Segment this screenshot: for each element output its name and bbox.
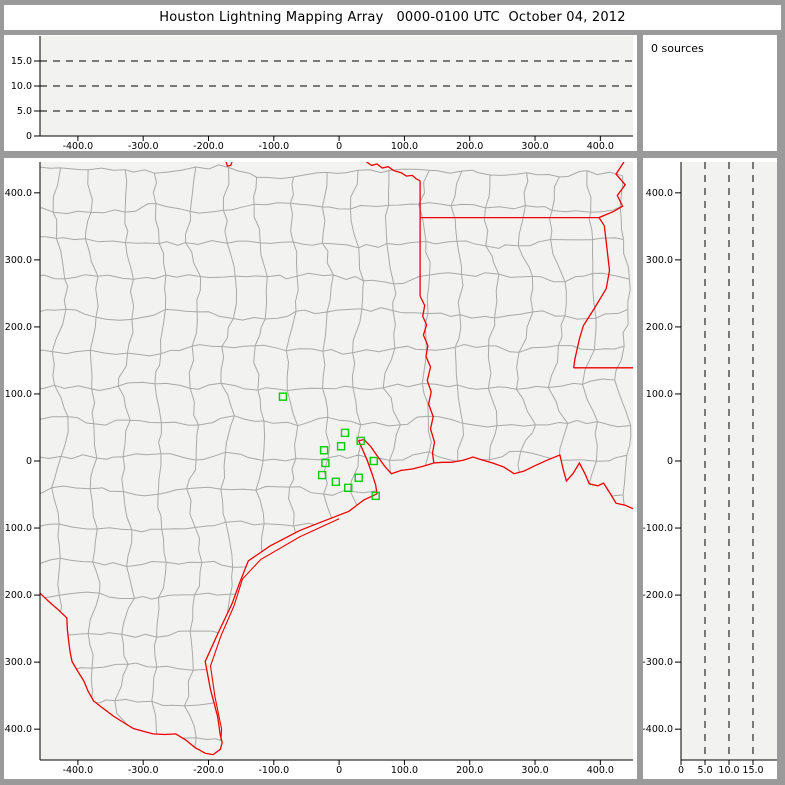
barrier-island	[209, 518, 340, 740]
svg-text:-100.0: -100.0	[4, 523, 32, 534]
svg-text:300.0: 300.0	[646, 255, 673, 266]
plan-view-plot: 400.0 300.0 200.0 100.0 0 -100.0 -200.0 -300.0 -…	[4, 162, 633, 776]
svg-text:200.0: 200.0	[456, 765, 483, 776]
svg-text:-100.0: -100.0	[258, 765, 289, 776]
svg-text:300.0: 300.0	[5, 255, 32, 266]
lma-stations-layer	[278, 392, 380, 501]
svg-text:10.0: 10.0	[11, 81, 32, 92]
svg-text:100.0: 100.0	[646, 389, 673, 400]
svg-text:100.0: 100.0	[391, 141, 418, 151]
plan-view-map-panel: 400.0 300.0 200.0 100.0 0 -100.0 -200.0 -300.0 -…	[4, 158, 637, 779]
svg-text:5.0: 5.0	[697, 765, 712, 776]
svg-text:0: 0	[336, 765, 342, 776]
svg-text:0: 0	[26, 131, 32, 142]
svg-text:200.0: 200.0	[5, 322, 32, 333]
svg-text:-300.0: -300.0	[128, 765, 159, 776]
lma-station-marker	[278, 392, 288, 401]
svg-text:400.0: 400.0	[587, 141, 614, 151]
altitude-ew-panel: 0 5.0 10.0 15.0 -400.0 -300.0 -200.0 -100.0 0 100…	[4, 35, 637, 151]
svg-text:-200.0: -200.0	[193, 141, 224, 151]
svg-text:-400.0: -400.0	[63, 765, 94, 776]
svg-text:0: 0	[678, 765, 684, 776]
altitude-gridlines	[40, 60, 633, 112]
altitude-gridlines	[704, 162, 754, 760]
lma-station-marker	[369, 456, 378, 466]
svg-text:-300.0: -300.0	[4, 657, 32, 668]
altitude-ns-panel: 400.0 300.0 200.0 100.0 0 -100.0 -200.0 -300.0 -…	[643, 158, 777, 779]
svg-text:15.0: 15.0	[742, 765, 763, 776]
lma-station-marker	[321, 458, 330, 468]
title-bar: Houston Lightning Mapping Array 0000-010…	[4, 5, 781, 30]
svg-text:0: 0	[26, 456, 32, 467]
svg-text:-400.0: -400.0	[643, 724, 673, 735]
svg-text:-200.0: -200.0	[193, 765, 224, 776]
lma-station-marker	[356, 436, 365, 446]
svg-text:-300.0: -300.0	[128, 141, 159, 151]
sources-panel: 0 sources	[643, 35, 777, 151]
svg-text:200.0: 200.0	[646, 322, 673, 333]
svg-text:-100.0: -100.0	[643, 523, 673, 534]
svg-text:-400.0: -400.0	[4, 724, 32, 735]
svg-text:-400.0: -400.0	[63, 141, 94, 151]
coastline	[40, 438, 633, 756]
svg-text:200.0: 200.0	[456, 141, 483, 151]
svg-text:400.0: 400.0	[646, 188, 673, 199]
lma-station-marker	[371, 491, 380, 501]
sources-count-label: 0 sources	[651, 42, 704, 55]
lma-station-marker	[319, 446, 329, 455]
state-borders-layer	[40, 162, 633, 756]
svg-text:300.0: 300.0	[521, 141, 548, 151]
altitude-ns-plot: 400.0 300.0 200.0 100.0 0 -100.0 -200.0 -300.0 -…	[643, 162, 777, 776]
svg-text:100.0: 100.0	[5, 389, 32, 400]
lma-station-marker	[340, 428, 350, 438]
altitude-ew-plot: 0 5.0 10.0 15.0 -400.0 -300.0 -200.0 -100.0 0 100…	[11, 36, 633, 151]
page-title: Houston Lightning Mapping Array 0000-010…	[159, 10, 626, 25]
lma-station-marker	[331, 477, 341, 486]
svg-text:10.0: 10.0	[718, 765, 739, 776]
lma-station-marker	[354, 473, 363, 482]
svg-text:400.0: 400.0	[5, 188, 32, 199]
svg-text:0: 0	[336, 141, 342, 151]
lma-station-marker	[336, 442, 346, 451]
svg-text:-200.0: -200.0	[4, 590, 32, 601]
svg-text:0: 0	[667, 456, 673, 467]
svg-text:-100.0: -100.0	[258, 141, 289, 151]
svg-text:-300.0: -300.0	[643, 657, 673, 668]
svg-text:400.0: 400.0	[587, 765, 614, 776]
svg-text:15.0: 15.0	[11, 56, 32, 67]
svg-text:5.0: 5.0	[17, 106, 32, 117]
svg-text:100.0: 100.0	[391, 765, 418, 776]
lma-station-marker	[317, 470, 327, 480]
lma-station-marker	[344, 483, 353, 493]
svg-text:300.0: 300.0	[521, 765, 548, 776]
svg-text:-200.0: -200.0	[643, 590, 673, 601]
